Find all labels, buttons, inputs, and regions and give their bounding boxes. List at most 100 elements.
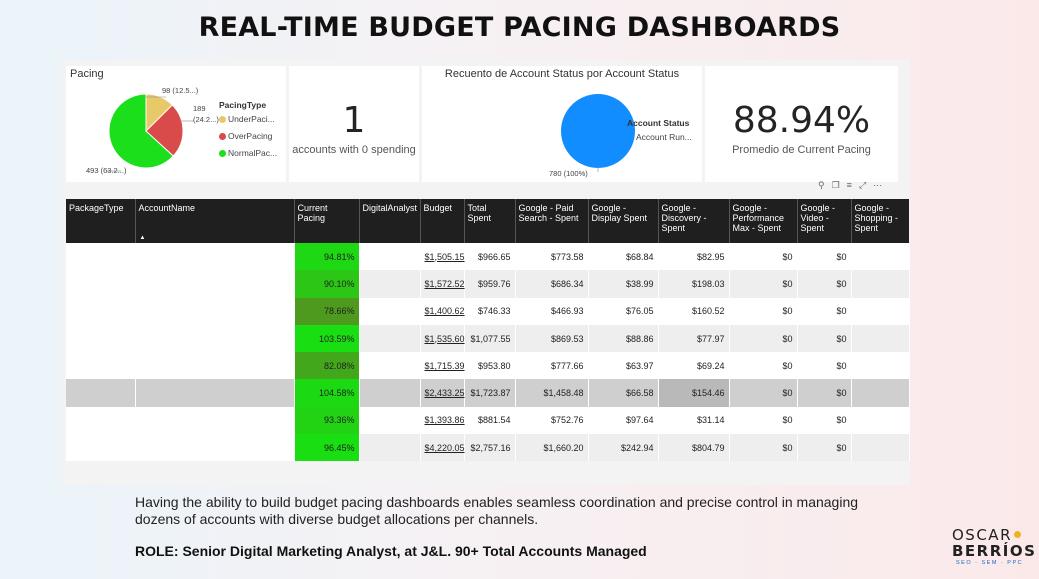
sort-ascending-icon[interactable]: ▲: [139, 235, 146, 241]
table-cell: $0: [729, 243, 798, 271]
table-cell: [135, 352, 295, 380]
column-header[interactable]: Google - Video - Spent: [797, 199, 852, 243]
table-cell: $959.76: [464, 270, 516, 298]
table-cell: $773.58: [515, 243, 589, 271]
column-header[interactable]: Current Pacing: [294, 199, 360, 243]
column-header[interactable]: Google - Paid Search - Spent: [515, 199, 589, 243]
table-cell: $0: [797, 243, 852, 271]
table-row[interactable]: 104.58% $2,433.25 $1,723.87 $1,458.48 $66.58…: [66, 379, 910, 407]
logo-line-1: OSCAR: [952, 528, 1032, 543]
pacing-slice-normalpacing[interactable]: [108, 93, 175, 169]
table-cell: $953.80: [464, 352, 516, 380]
table-cell: $0: [797, 270, 852, 298]
table-cell: $0: [797, 379, 852, 407]
table-cell: $1,572.52: [420, 270, 465, 298]
column-header[interactable]: PackageType: [66, 199, 136, 243]
table-cell: $31.14: [658, 406, 730, 435]
dashboard-panel: Pacing 98 (12.5...) 189 (24.2...) 493 (6…: [62, 60, 910, 485]
table-row[interactable]: 93.36% $1,393.86 $881.54 $752.76 $97.64 $31.1…: [66, 406, 910, 435]
table-cell: [66, 379, 136, 407]
table-cell: 78.66%: [294, 297, 360, 325]
table-cell: [359, 270, 421, 298]
table-cell: $242.94: [588, 434, 659, 462]
pin-icon[interactable]: ⚲: [818, 180, 832, 190]
table-cell: [135, 379, 295, 407]
legend-dot: [627, 134, 634, 141]
table-cell: $1,458.48: [515, 379, 589, 407]
visual-toolbar: ⚲❐≡⤢⋯: [818, 180, 889, 194]
table-cell: [359, 379, 421, 407]
logo-name-first: OSCAR: [952, 526, 1012, 544]
account-status-title: Recuento de Account Status por Account S…: [444, 68, 680, 80]
table-row[interactable]: 94.81% $1,505.15 $966.65 $773.58 $68.84 $82.9…: [66, 243, 910, 271]
legend-item-underpacing[interactable]: UnderPaci...: [219, 114, 275, 124]
column-header[interactable]: Total Spent: [464, 199, 516, 243]
table-row[interactable]: 82.08% $1,715.39 $953.80 $777.66 $63.97 $69.2…: [66, 352, 910, 380]
status-slice[interactable]: [561, 94, 635, 168]
table-cell: $2,433.25: [420, 379, 465, 407]
accounts-table[interactable]: PackageType AccountName ▲ Current Pacing Dig…: [66, 199, 910, 462]
table-cell: $0: [797, 297, 852, 325]
table-cell: $746.33: [464, 297, 516, 325]
column-header[interactable]: Google - Discovery - Spent: [658, 199, 730, 243]
table-cell: $68.84: [588, 243, 659, 271]
table-cell: [359, 352, 421, 380]
table-cell: [851, 352, 910, 380]
table-cell: [66, 297, 136, 325]
more-options-icon[interactable]: ⋯: [873, 180, 890, 190]
table-row[interactable]: 90.10% $1,572.52 $959.76 $686.34 $38.99 $198.…: [66, 270, 910, 298]
legend-label: UnderPaci...: [228, 114, 275, 124]
average-pacing-card[interactable]: 88.94% Promedio de Current Pacing: [705, 66, 898, 182]
slice-label-over-pct: (24.2...): [193, 115, 219, 124]
focus-mode-icon[interactable]: ⤢: [858, 180, 874, 190]
filter-icon[interactable]: ≡: [846, 180, 859, 190]
column-header[interactable]: Google - Display Spent: [588, 199, 659, 243]
copy-icon[interactable]: ❐: [831, 180, 847, 190]
logo-tagline: SEO · SEM · PPC: [956, 560, 1024, 566]
table-cell: $66.58: [588, 379, 659, 407]
table-cell: [851, 324, 910, 353]
account-status-pie-chart[interactable]: [422, 66, 702, 182]
table-cell: [66, 243, 136, 271]
legend-item-account-running[interactable]: Account Run...: [627, 132, 692, 142]
column-header[interactable]: Google - Shopping - Spent: [851, 199, 909, 243]
table-cell: $0: [729, 379, 798, 407]
column-header[interactable]: DigitalAnalyst: [359, 199, 421, 243]
legend-dot: [219, 150, 226, 157]
table-cell: $0: [729, 406, 798, 435]
pacing-card[interactable]: Pacing 98 (12.5...) 189 (24.2...) 493 (6…: [66, 66, 286, 182]
table-cell: $0: [797, 406, 852, 435]
pacing-slice-overpacing[interactable]: [145, 104, 184, 157]
table-cell: [66, 406, 136, 435]
legend-dot: [219, 133, 226, 140]
table-cell: $1,505.15: [420, 243, 465, 271]
table-cell: $0: [729, 434, 798, 462]
zero-spending-value: 1: [342, 100, 366, 141]
table-row[interactable]: 96.45% $4,220.05 $2,757.16 $1,660.20 $242.94…: [66, 434, 910, 462]
table-cell: $0: [797, 434, 852, 462]
legend-item-overpacing[interactable]: OverPacing: [219, 131, 272, 141]
table-header-row: PackageType AccountName ▲ Current Pacing Dig…: [66, 199, 909, 243]
table-cell: [135, 324, 295, 353]
table-cell: [66, 324, 136, 353]
table-cell: [851, 379, 910, 407]
table-row[interactable]: 78.66% $1,400.62 $746.33 $466.93 $76.05 $160.…: [66, 297, 910, 325]
column-header[interactable]: Budget: [420, 199, 465, 243]
legend-item-normalpacing[interactable]: NormalPac...: [219, 148, 277, 158]
column-header[interactable]: Google - Performance Max - Spent: [729, 199, 798, 243]
table-row[interactable]: 103.59% $1,535.60 $1,077.55 $869.53 $88.86 $7…: [66, 324, 910, 353]
pacing-pie-chart[interactable]: [66, 66, 286, 182]
legend-label: NormalPac...: [228, 148, 278, 158]
table-cell: $77.97: [658, 324, 730, 353]
pacing-legend-title: PacingType: [219, 100, 267, 110]
column-header[interactable]: AccountName ▲: [135, 199, 295, 243]
pacing-card-title: Pacing: [70, 68, 104, 80]
table-cell: $0: [729, 270, 798, 298]
table-cell: $804.79: [658, 434, 730, 462]
average-pacing-label: Promedio de Current Pacing: [732, 144, 871, 156]
table-cell: $0: [729, 297, 798, 325]
legend-label: Account Run...: [636, 132, 692, 142]
table-cell: [135, 270, 295, 298]
zero-spending-card[interactable]: 1 accounts with 0 spending: [289, 66, 419, 182]
account-status-card[interactable]: Recuento de Account Status por Account S…: [422, 66, 702, 182]
